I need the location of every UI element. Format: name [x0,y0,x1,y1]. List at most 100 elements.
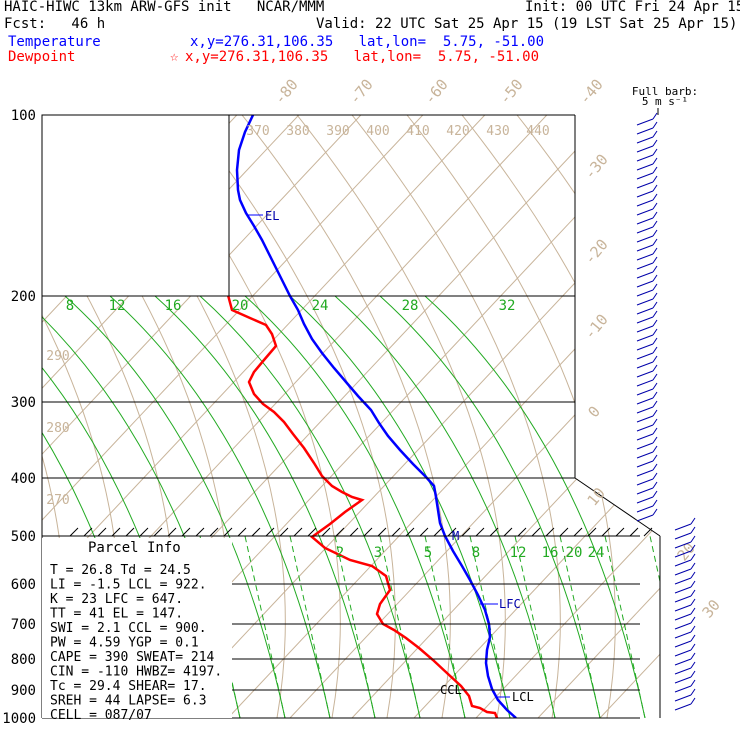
wind-barb-flag [652,490,658,498]
temperature-line [235,115,517,718]
freezing-hatch [237,527,247,537]
valid-time: Valid: 22 UTC Sat 25 Apr 15 (19 LST Sat … [316,16,738,32]
parcel-info-row: CIN = -110 HWBZ= 4197. [50,665,222,680]
wind-barb-flag [690,652,696,660]
wind-barb-flag [652,328,658,336]
wind-barb [636,280,654,288]
wind-barb [674,613,692,621]
wind-barb-flag [690,526,696,534]
moist-adiabat [109,295,331,718]
theta-low-label-280: 280 [46,421,69,436]
wind-barb-flag [652,463,658,471]
model-title: HAIC-HIWC 13km ARW-GFS init NCAR/MMM [4,0,325,15]
freezing-hatch [419,527,429,537]
dewpoint-marker-icon: ☆ [170,49,179,65]
freezing-hatch [601,527,611,537]
freezing-hatch [251,527,261,537]
moist-adiabat [334,295,556,718]
wind-barb [636,460,654,468]
mixing-ratio-label-low-12: 12 [510,545,527,561]
wind-barb [636,154,654,162]
wind-barb [636,217,654,225]
parcel-info-row: Tc = 29.4 SHEAR= 17. [50,679,207,694]
wind-barb [636,406,654,414]
freezing-hatch [503,527,513,537]
dry-adiabat [296,115,506,718]
wind-barb [636,451,654,459]
wind-barb [636,424,654,432]
wind-barb-flag [652,301,658,309]
wind-barb-flag [690,697,696,705]
temperature-location: x,y=276.31,106.35 lat,lon= 5.75, -51.00 [190,34,545,50]
theta-label-390: 390 [326,124,349,139]
moist-adiabat [199,295,421,718]
pressure-label-700: 700 [11,617,36,633]
wind-barb [636,496,654,504]
wind-barb [674,523,692,531]
pressure-label-600: 600 [11,577,36,593]
freezing-hatch [349,527,359,537]
wind-barb-flag [652,184,658,192]
freezing-hatch [321,527,331,537]
wind-barb [636,397,654,405]
wind-barb [636,145,654,153]
freezing-hatch [69,527,79,537]
wind-barb [636,415,654,423]
dry-adiabat [0,115,10,718]
hodograph-frame [41,114,230,297]
wind-barb [636,172,654,180]
mixing-ratio-label-16: 16 [165,298,182,314]
wind-barb-flag [652,193,658,201]
isotherm-label: -40 [576,76,607,108]
wind-barb [636,316,654,324]
pressure-label-300: 300 [11,395,36,411]
parcel-info-row: SREH = 44 LAPSE= 6.3 [50,694,207,709]
wind-barb-flag [652,247,658,255]
mixing-ratio-label-28: 28 [402,298,419,314]
wind-barb-flag [690,562,696,570]
theta-label-440: 440 [526,124,549,139]
moist-adiabat [64,295,286,718]
wind-barb [674,640,692,648]
wind-barb [636,388,654,396]
wind-barb-flag [652,148,658,156]
wind-barb [674,676,692,684]
wind-barb-flag [652,175,658,183]
wind-barb-flag [690,598,696,606]
wind-barb-flag [652,238,658,246]
wind-barb [636,289,654,297]
wind-barb-flag [652,391,658,399]
pressure-label-1000: 1000 [2,711,36,727]
mixing-ratio-label-8: 8 [66,298,74,314]
wind-barb-flag [652,472,658,480]
freezing-hatch [125,527,135,537]
wind-barb [674,649,692,657]
isotherm-line [165,115,660,718]
wind-barb-flag [652,220,658,228]
isotherm-label: 10 [583,484,608,509]
wind-barb [636,199,654,207]
wind-barb [636,325,654,333]
wind-barb [674,532,692,540]
dewpoint-location: x,y=276.31,106.35 lat,lon= 5.75, -51.00 [185,49,540,65]
freezing-hatch [377,527,387,537]
isotherm-line [537,115,660,718]
wind-barb [674,703,692,711]
parcel-info-row: PW = 4.59 YGP = 0.1 [50,636,199,651]
moist-adiabat [424,295,646,718]
wind-barb [636,442,654,450]
wind-barb-flag [652,481,658,489]
wind-barb-flag [652,499,658,507]
freezing-hatch [223,527,233,537]
wind-barb-flag [652,373,658,381]
mixing-ratio-label-low-16: 16 [542,545,559,561]
wind-barb [636,163,654,171]
wind-barb-flag [652,319,658,327]
moist-adiabat [244,295,466,718]
wind-barb [636,307,654,315]
wind-barb-flag [652,112,658,120]
wind-barb-flag [690,580,696,588]
wind-barb-flag [690,607,696,615]
forecast-hour: Fcst: 46 h [4,16,106,32]
